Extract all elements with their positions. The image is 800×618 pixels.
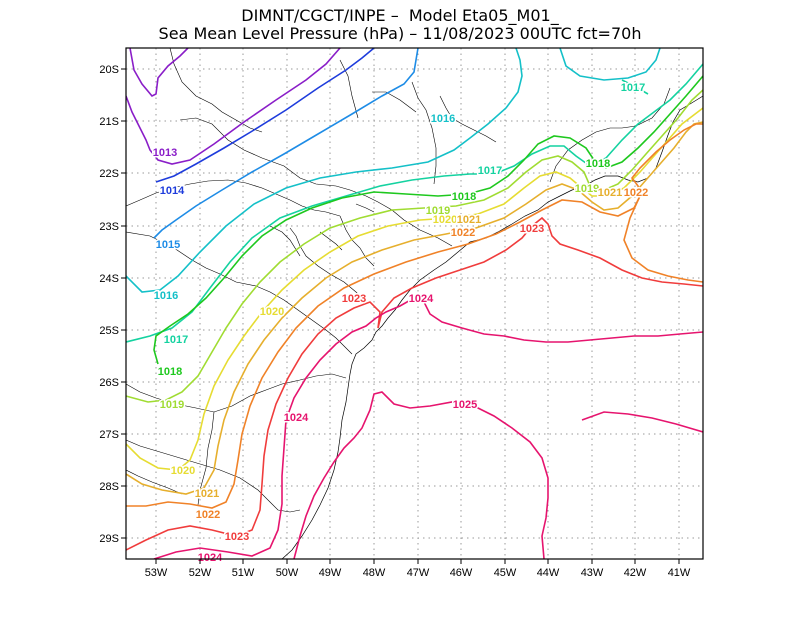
- lat-tick-label: 29S: [99, 533, 119, 545]
- lon-tick-label: 47W: [407, 567, 430, 579]
- coastline: [281, 95, 703, 559]
- isobar-label-1023: 1023: [225, 531, 249, 543]
- isobar-label-1024: 1024: [409, 293, 434, 305]
- isobar-1016: [126, 48, 523, 293]
- isobar-label-1018: 1018: [586, 158, 610, 170]
- lon-tick-label: 51W: [232, 567, 255, 579]
- isobar-1017: [621, 79, 649, 95]
- lat-tick-label: 22S: [99, 168, 119, 180]
- lon-tick-label: 49W: [319, 567, 342, 579]
- isobar-label-1024: 1024: [198, 552, 223, 564]
- lon-tick-label: 53W: [145, 567, 168, 579]
- isobar-lines: [126, 48, 703, 559]
- axis-ticks: 53W 52W 51W 50W 49W 48W 47W 46W 45W 44W 43W 42W 41W 2…: [99, 64, 691, 579]
- isobar-1024: [153, 297, 703, 559]
- isobar-label-1022: 1022: [624, 187, 648, 199]
- isobar-1025: [293, 391, 549, 559]
- isobar-label-1020: 1020: [260, 306, 284, 318]
- lon-tick-label: 46W: [450, 567, 473, 579]
- isobar-1025: [581, 411, 703, 433]
- map-title-line2: Sea Mean Level Pressure (hPa) – 11/08/20…: [158, 24, 642, 43]
- lon-tick-label: 52W: [189, 567, 212, 579]
- lon-tick-label: 45W: [494, 567, 517, 579]
- isobar-1020: [126, 107, 703, 471]
- map-frame: [125, 47, 704, 560]
- lat-tick-label: 21S: [99, 116, 119, 128]
- isobar-1013: [129, 48, 189, 97]
- isobar-label-1017: 1017: [478, 165, 502, 177]
- isobar-label-1021: 1021: [598, 187, 622, 199]
- isobar-labels: 1013 1014 1015 1016 1016 1017 1017 1017 1018 1018…: [151, 81, 649, 566]
- lon-tick-label: 50W: [276, 567, 299, 579]
- isobar-label-1022: 1022: [451, 227, 475, 239]
- isobar-label-1018: 1018: [452, 191, 476, 203]
- isobar-label-1018: 1018: [158, 366, 182, 378]
- lat-tick-label: 20S: [99, 64, 119, 76]
- isobar-label-1019: 1019: [160, 399, 184, 411]
- lon-tick-label: 48W: [363, 567, 386, 579]
- isobar-label-1017: 1017: [621, 82, 645, 94]
- map-title-line1: DIMNT/CGCT/INPE – Model Eta05_M01_: [241, 6, 559, 25]
- isobar-label-1023: 1023: [342, 293, 366, 305]
- state-borders: [126, 48, 671, 513]
- lat-tick-label: 24S: [99, 273, 119, 285]
- isobar-1019: [126, 89, 703, 403]
- isobar-1017: [126, 63, 703, 343]
- isobar-label-1020: 1020: [433, 214, 457, 226]
- isobar-1022: [623, 195, 703, 283]
- isobar-label-1019: 1019: [575, 183, 599, 195]
- lon-tick-label: 43W: [581, 567, 604, 579]
- isobar-label-1016: 1016: [431, 113, 455, 125]
- isobar-label-1013: 1013: [153, 147, 177, 159]
- isobar-1021: [126, 121, 703, 495]
- isobar-label-1021: 1021: [457, 214, 481, 226]
- isobar-label-1021: 1021: [195, 488, 219, 500]
- lat-tick-label: 25S: [99, 325, 119, 337]
- lon-tick-label: 42W: [624, 567, 647, 579]
- isobar-label-1016: 1016: [154, 290, 178, 302]
- isobar-1013: [126, 48, 341, 165]
- isobar-label-1015: 1015: [156, 239, 180, 251]
- isobar-label-1014: 1014: [160, 185, 185, 197]
- isobar-label-1017: 1017: [164, 334, 188, 346]
- isobar-label-1025: 1025: [453, 399, 477, 411]
- lat-tick-label: 23S: [99, 221, 119, 233]
- isobar-1023: [126, 216, 703, 551]
- isobar-1015: [153, 48, 419, 239]
- isobar-1016: [559, 48, 661, 81]
- lat-tick-label: 28S: [99, 481, 119, 493]
- isobar-label-1019: 1019: [426, 205, 450, 217]
- isobar-1022: [126, 123, 703, 509]
- isobar-label-1023: 1023: [520, 223, 544, 235]
- lat-tick-label: 27S: [99, 429, 119, 441]
- lat-tick-label: 26S: [99, 377, 119, 389]
- lon-tick-label: 44W: [537, 567, 560, 579]
- isobar-label-1022: 1022: [196, 509, 220, 521]
- isobar-label-1024: 1024: [284, 412, 309, 424]
- isobar-label-1020: 1020: [171, 465, 195, 477]
- isobar-1018: [153, 75, 703, 365]
- isobar-1014: [155, 48, 375, 183]
- lon-tick-label: 41W: [668, 567, 691, 579]
